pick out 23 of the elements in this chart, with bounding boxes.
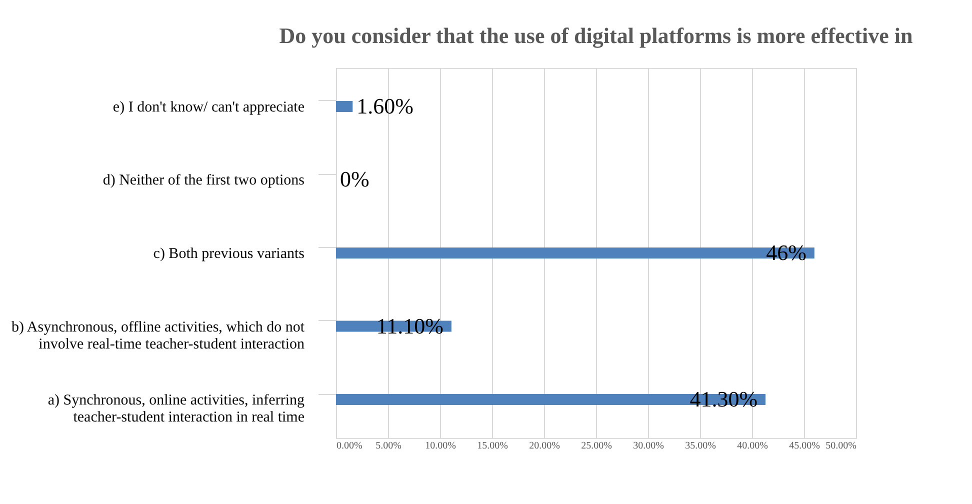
x-tick-label: 15.00% (477, 440, 508, 452)
data-label: 1.60% (356, 93, 414, 118)
x-tick-label: 10.00% (425, 440, 456, 452)
data-label: 11.10% (376, 313, 444, 338)
bar (336, 100, 353, 112)
x-tick-label: 20.00% (529, 440, 560, 452)
x-tick-label: 35.00% (685, 440, 716, 452)
x-tick-label: 5.00% (376, 440, 402, 452)
x-tick-label: 30.00% (633, 440, 664, 452)
data-label: 41.30% (690, 386, 758, 412)
chart-title: Do you consider that the use of digital platforms is more effective in (279, 23, 913, 48)
data-label: 46% (766, 240, 806, 265)
x-tick-label: 0.00% (336, 440, 362, 452)
y-tick-label: e) I don't know/ can't appreciate (112, 99, 305, 116)
data-label: 0% (340, 166, 370, 192)
y-tick-label: d) Neither of the first two options (102, 172, 305, 189)
y-tick-label: a) Synchronous, online activities, inferring teacher-student interaction in real time (48, 392, 305, 426)
x-tick-label: 25.00% (581, 440, 612, 452)
x-tick-label: 45.00% (789, 440, 820, 452)
x-tick-label: 50.00% (826, 440, 856, 452)
y-tick-label: c) Both previous variants (153, 246, 305, 262)
x-tick-label: 40.00% (737, 440, 768, 452)
y-tick-label: b) Asynchronous, offline activities, which do not involve real-time teacher-student interaction (11, 319, 306, 352)
